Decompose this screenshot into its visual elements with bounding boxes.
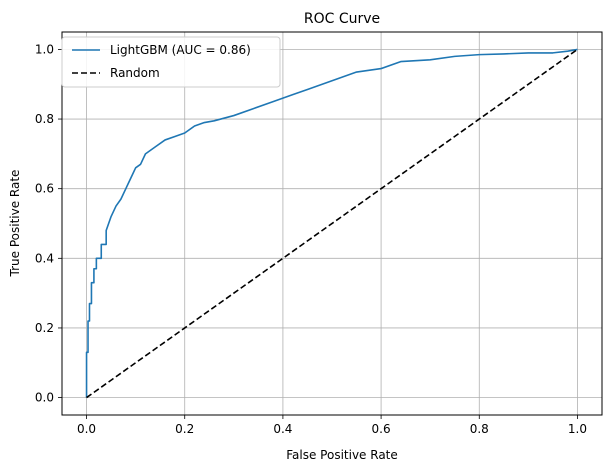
series-layer — [85, 48, 578, 399]
plot-frame — [61, 31, 603, 416]
lightgbm-roc-line — [85, 48, 578, 398]
y-axis-ticks: 0.0 0.2 0.4 0.6 0.8 1.0 — [35, 42, 62, 405]
chart-title: ROC Curve — [304, 11, 380, 27]
x-tick-label: 0.6 — [372, 422, 391, 436]
x-tick-label: 0.0 — [77, 422, 96, 436]
x-axis-ticks: 0.0 0.2 0.4 0.6 0.8 1.0 — [77, 415, 587, 436]
legend-box — [61, 36, 281, 88]
x-axis-label: False Positive Rate — [286, 448, 398, 462]
y-tick-label: 0.2 — [35, 321, 54, 335]
x-tick-label: 0.2 — [175, 422, 194, 436]
x-tick-label: 0.8 — [470, 422, 489, 436]
random-baseline-line — [86, 48, 578, 399]
x-tick-label: 0.4 — [273, 422, 292, 436]
legend: LightGBM (AUC = 0.86) Random — [61, 36, 281, 88]
y-tick-label: 1.0 — [35, 42, 54, 56]
y-axis-label: True Positive Rate — [8, 170, 22, 278]
y-tick-label: 0.4 — [35, 251, 54, 265]
legend-label-random: Random — [110, 66, 160, 80]
legend-label-lightgbm: LightGBM (AUC = 0.86) — [110, 43, 251, 57]
y-tick-label: 0.8 — [35, 112, 54, 126]
x-tick-label: 1.0 — [568, 422, 587, 436]
y-tick-label: 0.0 — [35, 391, 54, 405]
y-tick-label: 0.6 — [35, 182, 54, 196]
